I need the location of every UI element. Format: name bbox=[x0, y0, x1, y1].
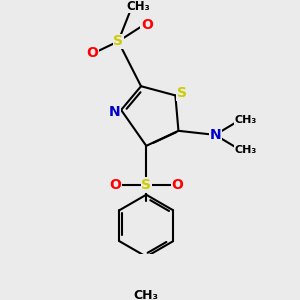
Text: S: S bbox=[141, 178, 151, 192]
Text: O: O bbox=[109, 178, 121, 192]
Text: CH₃: CH₃ bbox=[134, 289, 159, 300]
Text: O: O bbox=[86, 46, 98, 60]
Text: N: N bbox=[109, 105, 120, 118]
Text: O: O bbox=[141, 18, 153, 32]
Text: S: S bbox=[113, 34, 123, 48]
Text: N: N bbox=[209, 128, 221, 142]
Text: CH₃: CH₃ bbox=[235, 115, 257, 125]
Text: S: S bbox=[177, 86, 187, 100]
Text: CH₃: CH₃ bbox=[127, 0, 151, 13]
Text: O: O bbox=[171, 178, 183, 192]
Text: CH₃: CH₃ bbox=[235, 145, 257, 154]
